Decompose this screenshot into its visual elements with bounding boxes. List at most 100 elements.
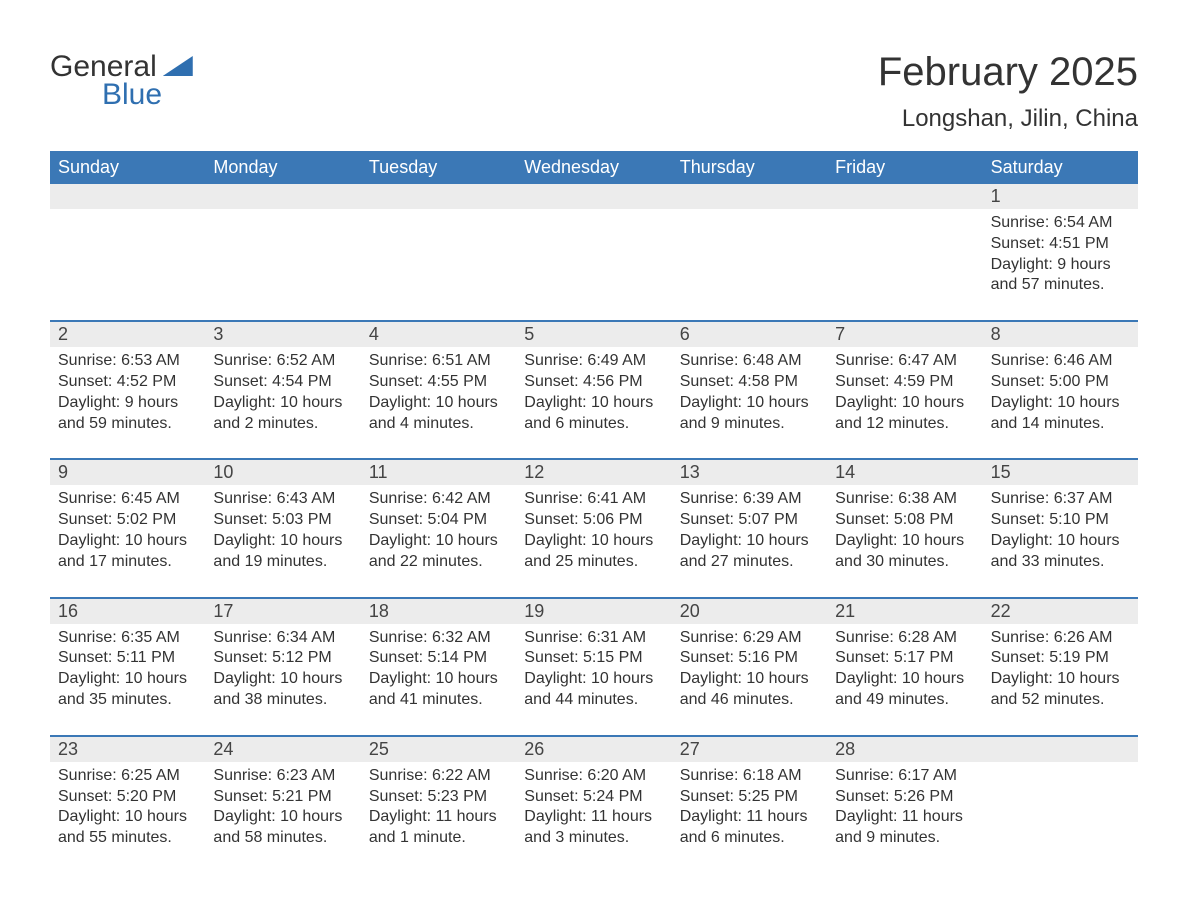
day-number bbox=[516, 184, 671, 209]
sunset-line: Sunset: 5:17 PM bbox=[835, 648, 974, 669]
day-number: 17 bbox=[205, 599, 360, 624]
sunset-line: Sunset: 4:59 PM bbox=[835, 372, 974, 393]
day-cell: 13Sunrise: 6:39 AMSunset: 5:07 PMDayligh… bbox=[672, 460, 827, 596]
sunset-line: Sunset: 5:16 PM bbox=[680, 648, 819, 669]
sunrise-line: Sunrise: 6:47 AM bbox=[835, 351, 974, 372]
sunrise-line: Sunrise: 6:26 AM bbox=[991, 628, 1130, 649]
daylight-line: Daylight: 10 hours and 58 minutes. bbox=[213, 807, 352, 849]
sunrise-line: Sunrise: 6:45 AM bbox=[58, 489, 197, 510]
day-number: 1 bbox=[983, 184, 1138, 209]
sunrise-line: Sunrise: 6:41 AM bbox=[524, 489, 663, 510]
sunset-line: Sunset: 5:12 PM bbox=[213, 648, 352, 669]
day-number: 11 bbox=[361, 460, 516, 485]
week-row: 2Sunrise: 6:53 AMSunset: 4:52 PMDaylight… bbox=[50, 320, 1138, 458]
dow-wednesday: Wednesday bbox=[516, 151, 671, 184]
day-cell bbox=[983, 737, 1138, 873]
day-cell bbox=[827, 184, 982, 320]
day-number bbox=[361, 184, 516, 209]
day-cell: 6Sunrise: 6:48 AMSunset: 4:58 PMDaylight… bbox=[672, 322, 827, 458]
sunrise-line: Sunrise: 6:43 AM bbox=[213, 489, 352, 510]
day-number bbox=[983, 737, 1138, 762]
dow-thursday: Thursday bbox=[672, 151, 827, 184]
sunrise-line: Sunrise: 6:49 AM bbox=[524, 351, 663, 372]
day-cell: 2Sunrise: 6:53 AMSunset: 4:52 PMDaylight… bbox=[50, 322, 205, 458]
day-cell: 23Sunrise: 6:25 AMSunset: 5:20 PMDayligh… bbox=[50, 737, 205, 873]
sunset-line: Sunset: 5:24 PM bbox=[524, 787, 663, 808]
sunrise-line: Sunrise: 6:34 AM bbox=[213, 628, 352, 649]
day-number: 10 bbox=[205, 460, 360, 485]
title-month: February 2025 bbox=[878, 50, 1138, 95]
sunrise-line: Sunrise: 6:20 AM bbox=[524, 766, 663, 787]
sunrise-line: Sunrise: 6:42 AM bbox=[369, 489, 508, 510]
day-cell: 27Sunrise: 6:18 AMSunset: 5:25 PMDayligh… bbox=[672, 737, 827, 873]
daylight-line: Daylight: 10 hours and 9 minutes. bbox=[680, 393, 819, 435]
day-number: 25 bbox=[361, 737, 516, 762]
daylight-line: Daylight: 10 hours and 12 minutes. bbox=[835, 393, 974, 435]
day-cell: 8Sunrise: 6:46 AMSunset: 5:00 PMDaylight… bbox=[983, 322, 1138, 458]
day-cell: 19Sunrise: 6:31 AMSunset: 5:15 PMDayligh… bbox=[516, 599, 671, 735]
week-row: 9 Sunrise: 6:45 AMSunset: 5:02 PM Daylight… bbox=[50, 458, 1138, 596]
sunrise-line: Sunrise: 6:46 AM bbox=[991, 351, 1130, 372]
day-number: 2 bbox=[50, 322, 205, 347]
daylight-line: Daylight: 10 hours and 2 minutes. bbox=[213, 393, 352, 435]
day-number: 24 bbox=[205, 737, 360, 762]
day-number bbox=[50, 184, 205, 209]
day-number: 22 bbox=[983, 599, 1138, 624]
daylight-line: Daylight: 10 hours and 38 minutes. bbox=[213, 669, 352, 711]
day-of-week-header: Sunday Monday Tuesday Wednesday Thursday… bbox=[50, 151, 1138, 184]
day-cell: 14Sunrise: 6:38 AMSunset: 5:08 PMDayligh… bbox=[827, 460, 982, 596]
daylight-line: Daylight: 10 hours and 55 minutes. bbox=[58, 807, 197, 849]
dow-friday: Friday bbox=[827, 151, 982, 184]
dow-saturday: Saturday bbox=[983, 151, 1138, 184]
sunrise-line: Sunrise: 6:28 AM bbox=[835, 628, 974, 649]
sunset-line: Sunset: 4:54 PM bbox=[213, 372, 352, 393]
day-cell: 18Sunrise: 6:32 AMSunset: 5:14 PMDayligh… bbox=[361, 599, 516, 735]
day-cell: 11Sunrise: 6:42 AMSunset: 5:04 PMDayligh… bbox=[361, 460, 516, 596]
daylight-line: Daylight: 10 hours and 27 minutes. bbox=[680, 531, 819, 573]
sunset-line: Sunset: 4:56 PM bbox=[524, 372, 663, 393]
daylight-line: Daylight: 9 hours and 57 minutes. bbox=[991, 255, 1130, 297]
sunrise-line: Sunrise: 6:22 AM bbox=[369, 766, 508, 787]
daylight-line: Daylight: 11 hours and 6 minutes. bbox=[680, 807, 819, 849]
flag-icon bbox=[163, 56, 193, 76]
day-cell: 10Sunrise: 6:43 AMSunset: 5:03 PMDayligh… bbox=[205, 460, 360, 596]
daylight-line: Daylight: 10 hours and 44 minutes. bbox=[524, 669, 663, 711]
sunrise-line: Sunrise: 6:18 AM bbox=[680, 766, 819, 787]
sunset-line: Sunset: 4:55 PM bbox=[369, 372, 508, 393]
sunset-line: Sunset: 5:20 PM bbox=[58, 787, 197, 808]
title-block: February 2025 Longshan, Jilin, China bbox=[878, 50, 1138, 133]
daylight-line: Daylight: 9 hours and 59 minutes. bbox=[58, 393, 197, 435]
day-number: 28 bbox=[827, 737, 982, 762]
dow-monday: Monday bbox=[205, 151, 360, 184]
sunrise-line: Sunrise: 6:54 AM bbox=[991, 213, 1130, 234]
day-cell: 16Sunrise: 6:35 AMSunset: 5:11 PMDayligh… bbox=[50, 599, 205, 735]
daylight-line: Daylight: 10 hours and 6 minutes. bbox=[524, 393, 663, 435]
sunset-line: Sunset: 5:11 PM bbox=[58, 648, 197, 669]
day-number: 9 bbox=[50, 460, 205, 485]
daylight-line: Daylight: 10 hours and 46 minutes. bbox=[680, 669, 819, 711]
day-cell: 4Sunrise: 6:51 AMSunset: 4:55 PMDaylight… bbox=[361, 322, 516, 458]
sunset-line: Sunset: 5:08 PM bbox=[835, 510, 974, 531]
day-number: 16 bbox=[50, 599, 205, 624]
daylight-line: Daylight: 10 hours and 4 minutes. bbox=[369, 393, 508, 435]
day-number: 26 bbox=[516, 737, 671, 762]
daylight-line: Daylight: 10 hours and 25 minutes. bbox=[524, 531, 663, 573]
logo: General Blue bbox=[50, 50, 193, 112]
day-cell: 12Sunrise: 6:41 AMSunset: 5:06 PMDayligh… bbox=[516, 460, 671, 596]
day-cell bbox=[516, 184, 671, 320]
daylight-line: Daylight: 10 hours and 41 minutes. bbox=[369, 669, 508, 711]
day-number: 5 bbox=[516, 322, 671, 347]
day-number bbox=[205, 184, 360, 209]
sunset-line: Sunset: 5:14 PM bbox=[369, 648, 508, 669]
daylight-line: Daylight: 11 hours and 3 minutes. bbox=[524, 807, 663, 849]
sunset-line: Sunset: 5:02 PM bbox=[58, 510, 197, 531]
logo-text-blue: Blue bbox=[102, 78, 162, 112]
day-number: 12 bbox=[516, 460, 671, 485]
daylight-line: Daylight: 10 hours and 49 minutes. bbox=[835, 669, 974, 711]
day-number: 20 bbox=[672, 599, 827, 624]
day-cell: 17 Sunrise: 6:34 AMSunset: 5:12 PMDayligh… bbox=[205, 599, 360, 735]
day-number: 21 bbox=[827, 599, 982, 624]
day-number bbox=[672, 184, 827, 209]
day-cell: 9Sunrise: 6:45 AMSunset: 5:02 PMDaylight… bbox=[50, 460, 205, 596]
day-cell bbox=[361, 184, 516, 320]
